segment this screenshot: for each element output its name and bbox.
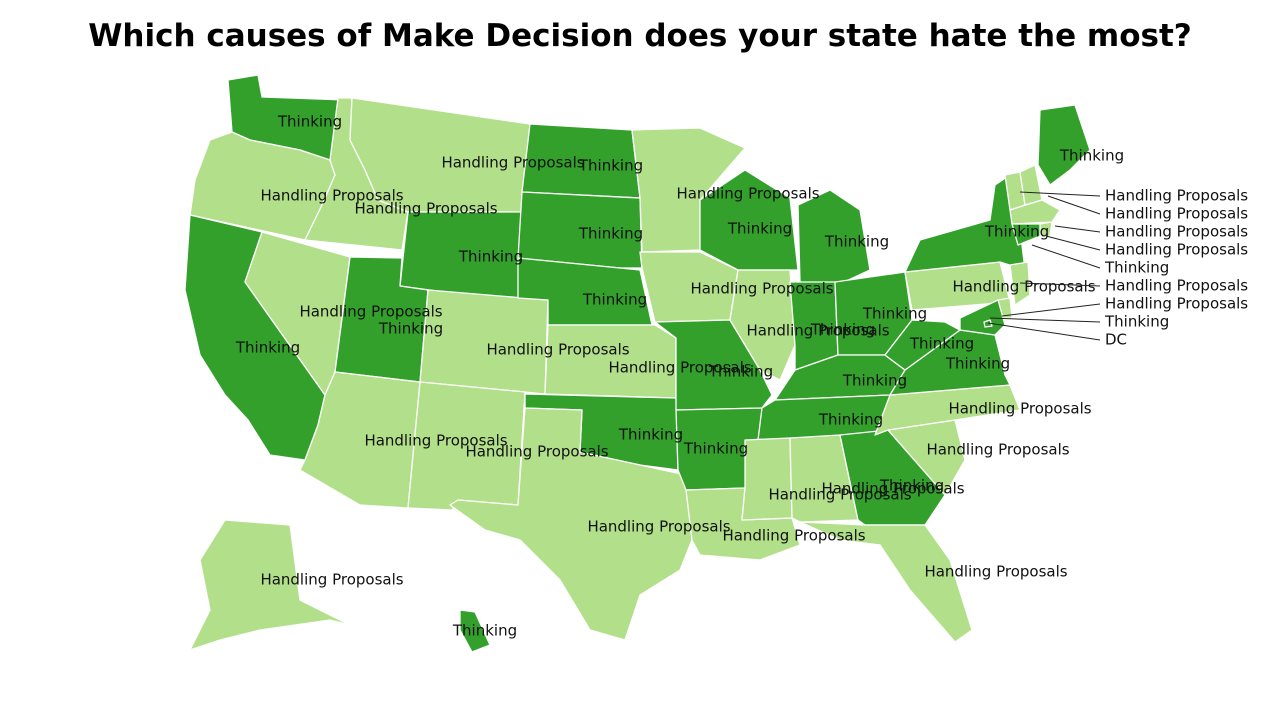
state-tx — [449, 407, 693, 641]
state-label-ok: Thinking — [618, 426, 683, 444]
map-title: Which causes of Make Decision does your … — [88, 18, 1192, 54]
state-label-me: Thinking — [1059, 147, 1124, 165]
state-label-fl: Handling Proposals — [924, 563, 1067, 581]
state-label-mo: Thinking — [708, 363, 773, 381]
leader-line-md — [989, 317, 1101, 323]
state-label-in: Thinking — [810, 321, 875, 339]
state-label-az: Handling Proposals — [364, 432, 507, 450]
state-ak — [189, 519, 351, 651]
state-fl — [799, 521, 973, 643]
state-label-pa: Handling Proposals — [952, 278, 1095, 296]
state-label-la: Handling Proposals — [722, 527, 865, 545]
state-ct — [1011, 223, 1041, 246]
leader-line-nj — [1019, 282, 1101, 287]
state-wi — [699, 169, 799, 271]
state-hi — [459, 609, 491, 653]
state-label-ne: Thinking — [582, 291, 647, 309]
state-label-hi: Thinking — [452, 622, 517, 640]
state-label-id: Handling Proposals — [354, 200, 497, 218]
state-label-va: Thinking — [945, 355, 1010, 373]
callout-label-ma: Handling Proposals — [1105, 223, 1248, 241]
state-label-sc: Handling Proposals — [926, 441, 1069, 459]
state-me — [1037, 104, 1091, 186]
state-label-ky: Thinking — [842, 372, 907, 390]
callout-label-md: Thinking — [1104, 313, 1169, 331]
state-al — [789, 434, 859, 523]
state-label-mn: Handling Proposals — [676, 185, 819, 203]
state-label-tx: Handling Proposals — [587, 518, 730, 536]
state-label-mt: Handling Proposals — [441, 154, 584, 172]
state-label-wy: Thinking — [458, 248, 523, 266]
callout-label-ct: Thinking — [1104, 259, 1169, 277]
leader-line-de — [1001, 303, 1101, 317]
state-label-ar: Thinking — [683, 440, 748, 458]
state-label-nv: Handling Proposals — [299, 303, 442, 321]
state-label-ks: Handling Proposals — [608, 359, 751, 377]
leader-line-dc — [987, 322, 1101, 341]
callout-label-dc: DC — [1105, 331, 1127, 349]
state-label-or: Handling Proposals — [260, 187, 403, 205]
state-label-ia: Handling Proposals — [690, 280, 833, 298]
state-sd — [517, 191, 643, 269]
state-label-mi: Thinking — [824, 233, 889, 251]
state-ny — [904, 174, 1026, 273]
state-label-nm: Handling Proposals — [465, 443, 608, 461]
state-label-il: Handling Proposals — [746, 322, 889, 340]
state-label-al: Handling Proposals — [821, 480, 964, 498]
state-md — [959, 299, 1006, 336]
state-label-co: Handling Proposals — [486, 341, 629, 359]
state-label-oh: Thinking — [862, 305, 927, 323]
state-label-sd: Thinking — [578, 225, 643, 243]
leader-line-ma — [1054, 225, 1101, 233]
state-label-ga: Thinking — [879, 477, 944, 495]
callout-label-ri: Handling Proposals — [1105, 241, 1248, 259]
state-label-ca: Thinking — [235, 339, 300, 357]
state-label-ms: Handling Proposals — [768, 486, 911, 504]
state-il — [729, 269, 796, 381]
callout-label-de: Handling Proposals — [1105, 295, 1248, 313]
leader-line-ct — [1031, 244, 1101, 269]
state-label-wv: Thinking — [909, 335, 974, 353]
state-label-nd: Thinking — [578, 157, 643, 175]
state-label-ut: Thinking — [378, 320, 443, 338]
leader-line-vt — [1019, 191, 1101, 197]
state-label-tn: Thinking — [818, 411, 883, 429]
state-label-nc: Handling Proposals — [948, 400, 1091, 418]
callout-label-nh: Handling Proposals — [1105, 205, 1248, 223]
state-label-wi: Thinking — [727, 220, 792, 238]
callout-label-nj: Handling Proposals — [1105, 277, 1248, 295]
leader-line-nh — [1047, 195, 1101, 215]
callout-label-vt: Handling Proposals — [1105, 187, 1248, 205]
state-label-wa: Thinking — [277, 113, 342, 131]
state-wv — [884, 319, 961, 371]
state-ma — [1009, 199, 1061, 225]
state-label-ny: Thinking — [984, 223, 1049, 241]
state-ms — [741, 437, 793, 521]
state-label-ak: Handling Proposals — [260, 571, 403, 589]
leader-line-ri — [1045, 235, 1101, 251]
